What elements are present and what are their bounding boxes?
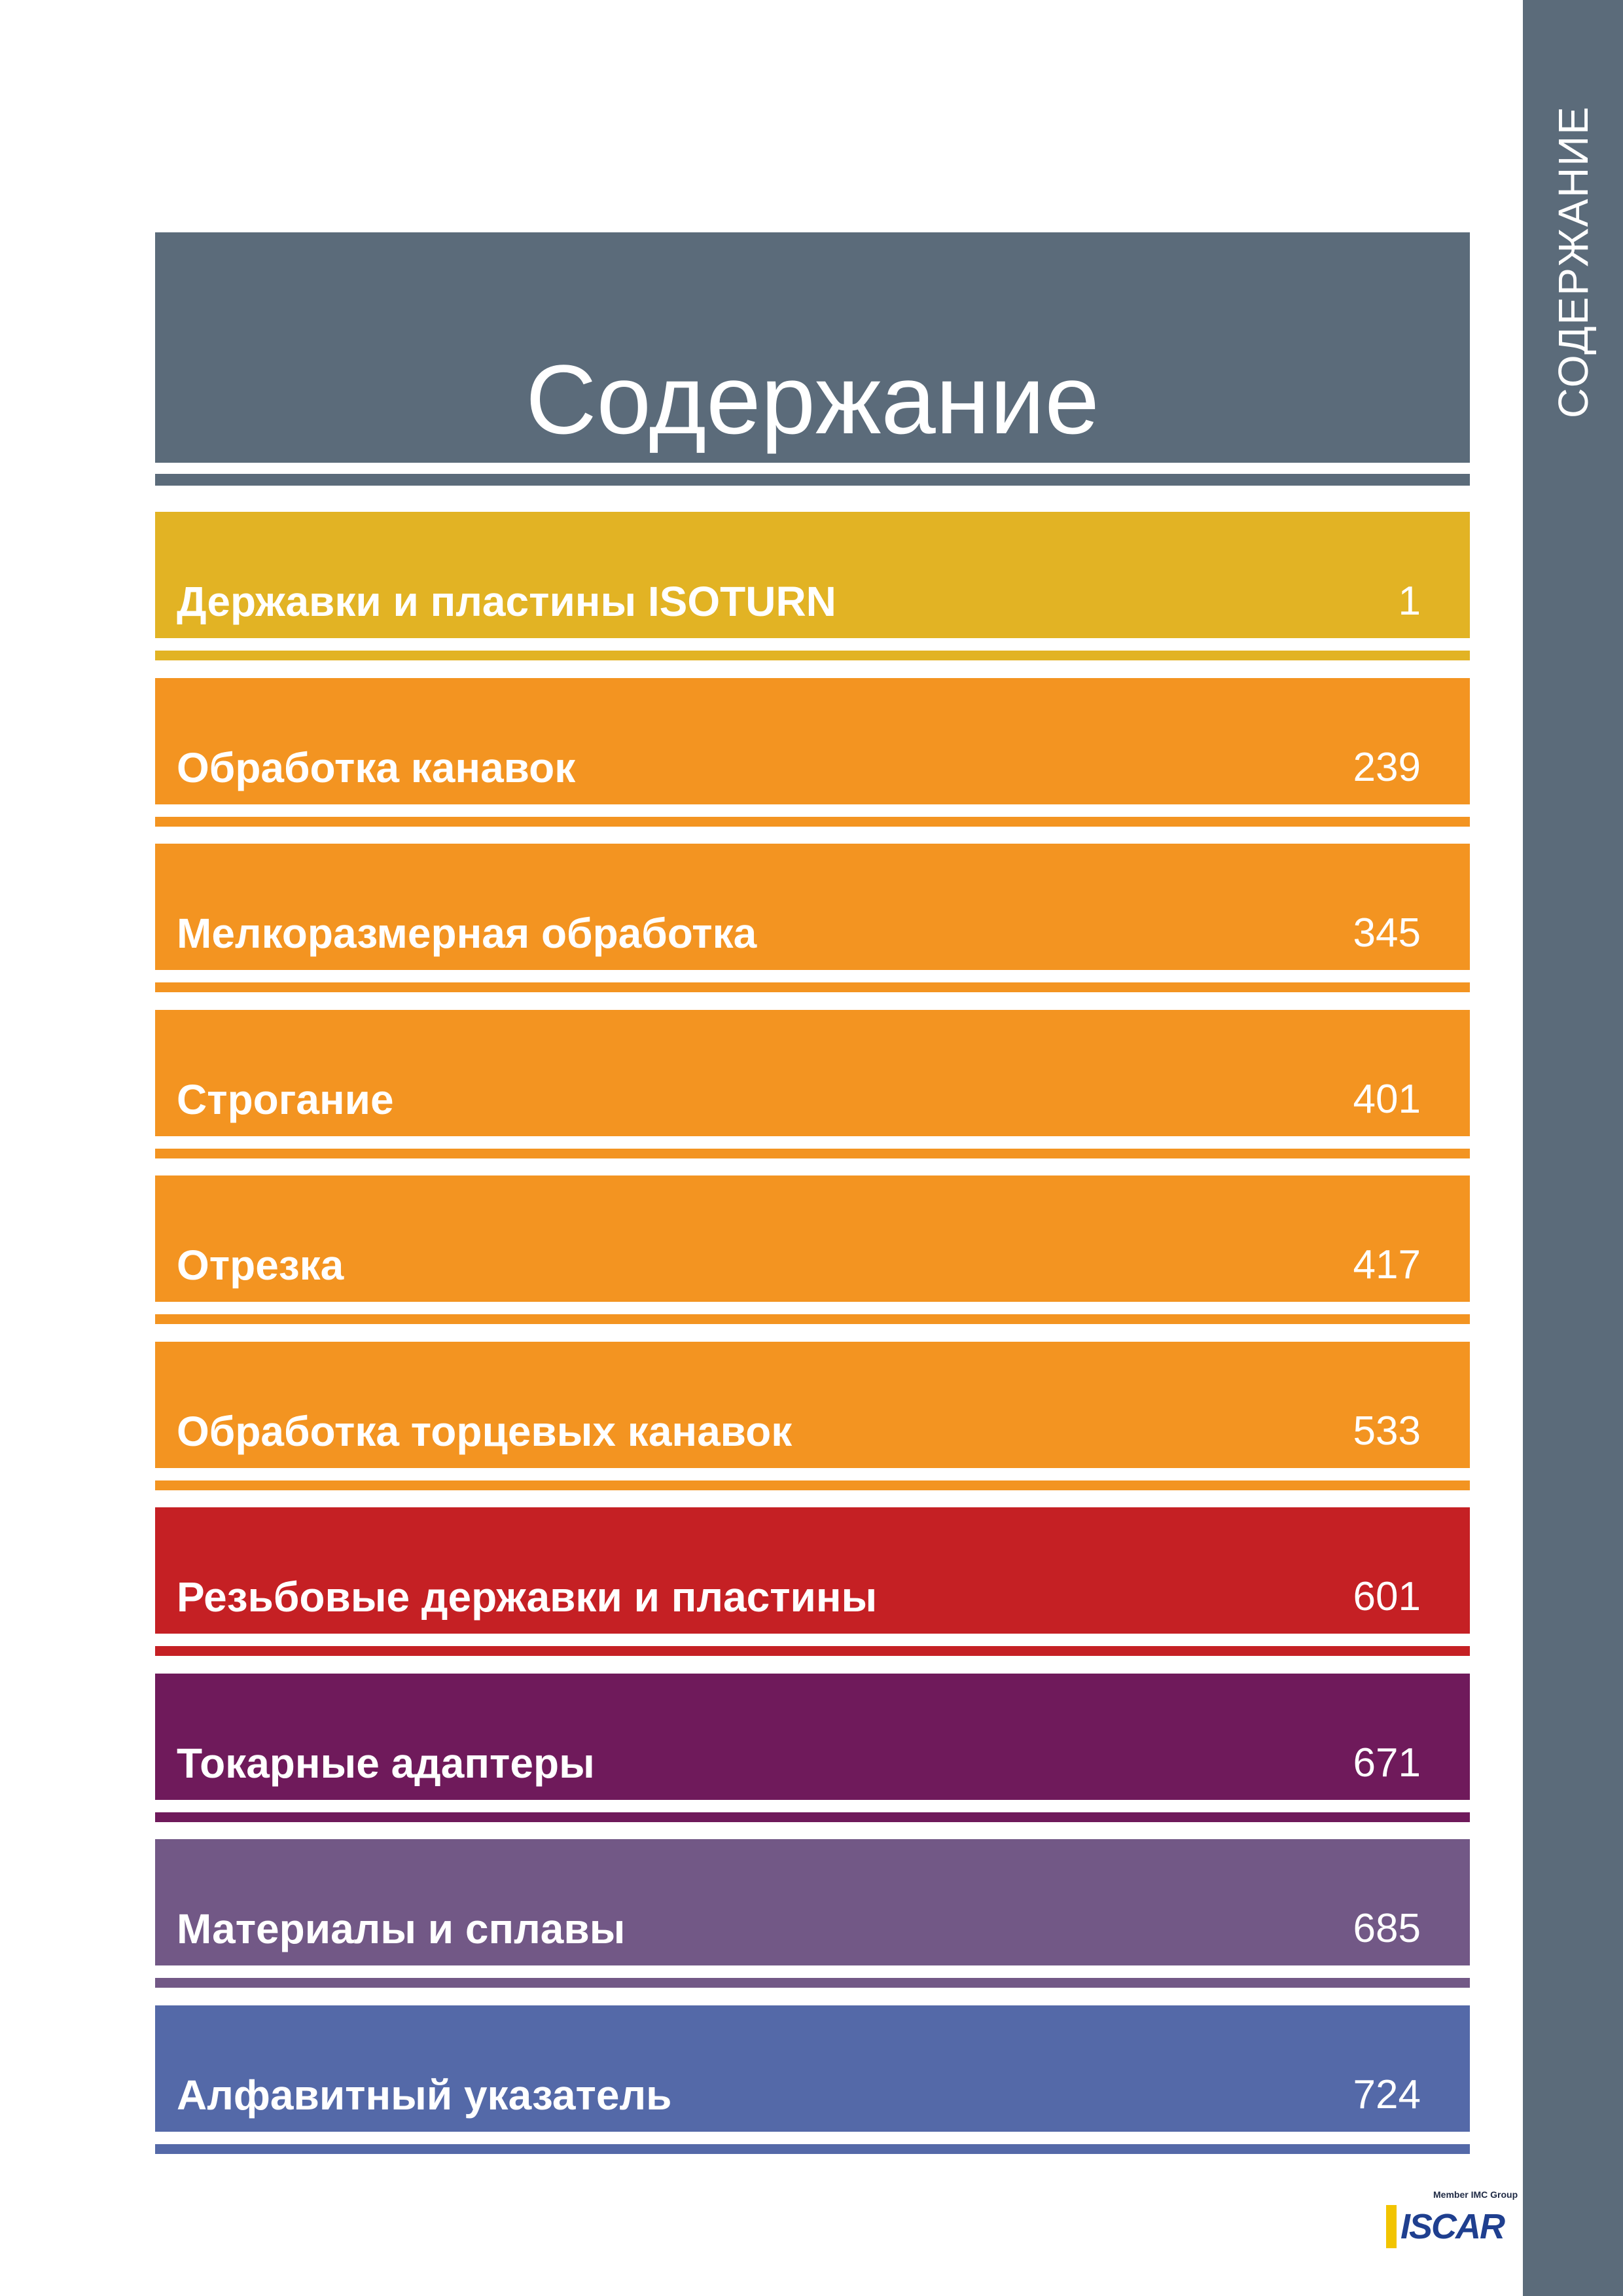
logo-tagline: Member IMC Group [1433, 2189, 1518, 2200]
toc-page-number[interactable]: 671 [1353, 1740, 1421, 1785]
toc-underline [155, 651, 1470, 660]
toc-entry[interactable]: Строгание 401 [155, 1010, 1470, 1165]
toc-page-number[interactable]: 417 [1353, 1242, 1421, 1287]
toc-band: Державки и пластины ISOTURN 1 [155, 512, 1470, 638]
toc-entry[interactable]: Токарные адаптеры 671 [155, 1674, 1470, 1829]
toc-label[interactable]: Материалы и сплавы [177, 1905, 626, 1952]
toc-label[interactable]: Отрезка [177, 1242, 344, 1289]
toc-label[interactable]: Строгание [177, 1076, 394, 1123]
side-strip [1523, 0, 1623, 2296]
toc-band: Отрезка 417 [155, 1175, 1470, 1302]
toc-band: Мелкоразмерная обработка 345 [155, 844, 1470, 970]
toc-entry[interactable]: Обработка канавок 239 [155, 678, 1470, 833]
toc-label[interactable]: Обработка торцевых канавок [177, 1408, 793, 1455]
toc-label[interactable]: Токарные адаптеры [177, 1740, 595, 1787]
toc-underline [155, 1978, 1470, 1988]
toc-underline [155, 1480, 1470, 1490]
toc-label[interactable]: Обработка канавок [177, 744, 576, 791]
toc-underline [155, 1149, 1470, 1158]
toc-entry[interactable]: Материалы и сплавы 685 [155, 1839, 1470, 1994]
header-divider [155, 474, 1470, 486]
toc-entry[interactable]: Резьбовые державки и пластины 601 [155, 1507, 1470, 1662]
toc-band: Обработка торцевых канавок 533 [155, 1342, 1470, 1468]
toc-underline [155, 817, 1470, 827]
toc-underline [155, 1646, 1470, 1656]
brand-logo: Member IMC Group ISCAR [1386, 2189, 1518, 2248]
toc-page-number[interactable]: 1 [1398, 579, 1421, 624]
toc-band: Обработка канавок 239 [155, 678, 1470, 804]
side-section-text: СОДЕРЖАНИЕ [1549, 105, 1597, 418]
toc-underline [155, 1314, 1470, 1324]
toc-label[interactable]: Алфавитный указатель [177, 2072, 672, 2119]
toc-page-number[interactable]: 533 [1353, 1408, 1421, 1454]
toc-band: Материалы и сплавы 685 [155, 1839, 1470, 1965]
side-section-label: СОДЕРЖАНИЕ [1523, 92, 1623, 432]
toc-underline [155, 982, 1470, 992]
header-box: Содержание [155, 232, 1470, 463]
toc-page-number[interactable]: 601 [1353, 1574, 1421, 1619]
logo-mark-icon [1386, 2205, 1397, 2248]
toc-band: Алфавитный указатель 724 [155, 2005, 1470, 2132]
toc-label[interactable]: Мелкоразмерная обработка [177, 910, 757, 957]
toc-band: Строгание 401 [155, 1010, 1470, 1136]
logo-wordmark-block: ISCAR [1386, 2205, 1505, 2248]
toc-label[interactable]: Державки и пластины ISOTURN [177, 578, 836, 625]
toc-page-number[interactable]: 685 [1353, 1906, 1421, 1951]
toc-entry[interactable]: Обработка торцевых канавок 533 [155, 1342, 1470, 1497]
toc-page-number[interactable]: 724 [1353, 2072, 1421, 2117]
toc-entry[interactable]: Отрезка 417 [155, 1175, 1470, 1331]
toc-band: Резьбовые державки и пластины 601 [155, 1507, 1470, 1634]
toc-band: Токарные адаптеры 671 [155, 1674, 1470, 1800]
toc-page-number[interactable]: 401 [1353, 1077, 1421, 1122]
toc-label[interactable]: Резьбовые державки и пластины [177, 1573, 878, 1621]
toc-entry[interactable]: Мелкоразмерная обработка 345 [155, 844, 1470, 999]
toc-underline [155, 2144, 1470, 2154]
toc-entry[interactable]: Алфавитный указатель 724 [155, 2005, 1470, 2161]
toc-entry[interactable]: Державки и пластины ISOTURN 1 [155, 512, 1470, 667]
toc-page-number[interactable]: 345 [1353, 910, 1421, 956]
toc-page-number[interactable]: 239 [1353, 745, 1421, 790]
logo-wordmark: ISCAR [1400, 2207, 1505, 2246]
toc-underline [155, 1812, 1470, 1822]
page-title: Содержание [526, 344, 1099, 454]
